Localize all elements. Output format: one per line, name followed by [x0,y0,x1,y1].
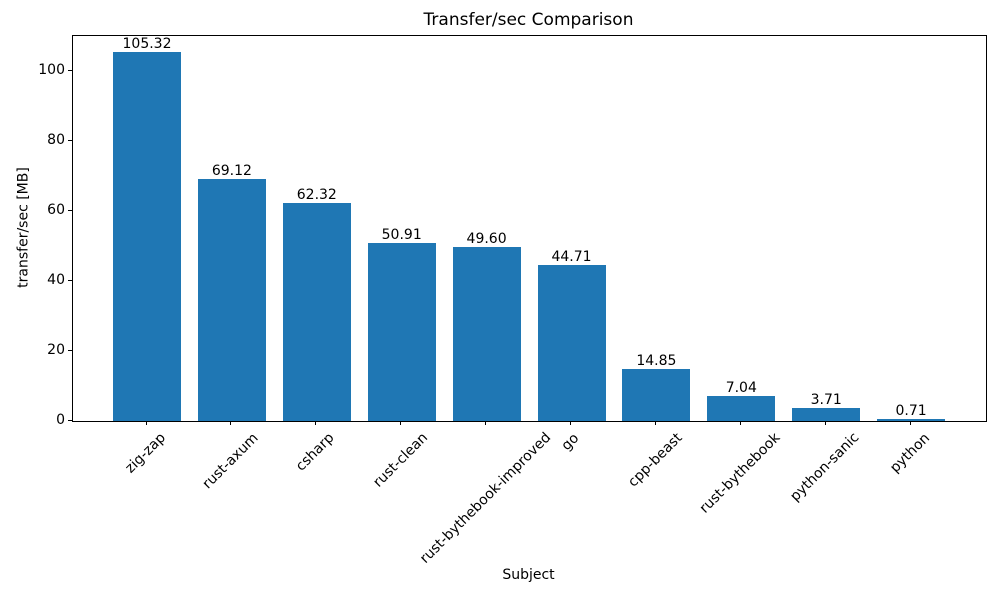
bar-value-label: 44.71 [551,248,592,265]
bar [707,396,776,421]
bar-value-label: 62.32 [296,186,337,203]
x-tick-label: rust-bythebook [696,430,784,517]
y-axis-tick [68,139,72,141]
x-axis-label: Subject [502,567,555,583]
y-axis-tick [68,209,72,211]
x-axis-tick [230,421,232,425]
x-axis-tick [145,421,147,425]
bar [622,369,691,421]
chart-title: Transfer/sec Comparison [423,10,634,30]
y-tick-label: 100 [38,62,65,78]
x-tick-label: rust-axum [199,430,262,493]
x-tick-label: csharp [293,429,338,475]
plot-area: 105.32 69.12 62.32 50.91 49.60 44.71 14.85 7.04… [72,35,987,422]
y-tick-label: 0 [56,412,65,428]
x-tick-label: go [558,429,583,454]
x-axis-tick [400,421,402,425]
y-axis-label: transfer/sec [MB] [15,167,32,288]
y-tick-label: 60 [47,202,65,218]
x-axis-tick [315,421,317,425]
bar-value-label: 50.91 [381,226,422,243]
bar [113,52,181,421]
y-tick-label: 40 [47,272,65,288]
bar [537,264,606,421]
y-tick-label: 20 [47,342,65,358]
x-axis-tick [654,421,656,425]
y-axis-tick [68,419,72,421]
x-tick-label: zig-zap [122,429,169,477]
bar [877,418,946,421]
bar-value-label: 105.32 [122,36,172,53]
x-tick-label: rust-clean [369,429,431,491]
bar-value-label: 69.12 [211,163,252,180]
y-axis-tick [68,349,72,351]
x-tick-label: cpp-beast [625,429,686,491]
x-tick-label: python [886,429,933,476]
bar [452,247,521,421]
x-axis-tick [485,421,487,425]
y-axis-tick [68,69,72,71]
bar-value-label: 0.71 [895,402,927,419]
bar [197,179,266,421]
y-tick-label: 80 [47,132,65,148]
x-axis-tick [909,421,911,425]
bar [367,242,436,421]
x-axis-tick [570,421,571,425]
bar-value-label: 7.04 [725,380,757,397]
bar-value-label: 3.71 [810,392,842,408]
bar-value-label: 49.60 [466,231,507,248]
bar [282,202,351,421]
y-axis-tick [68,279,72,281]
x-tick-label: rust-bythebook-improved [416,429,554,568]
x-axis-tick [739,421,741,425]
bar [792,408,861,421]
bar-value-label: 14.85 [636,353,677,370]
x-tick-label: python-sanic [787,429,863,506]
x-axis-tick [824,421,826,425]
